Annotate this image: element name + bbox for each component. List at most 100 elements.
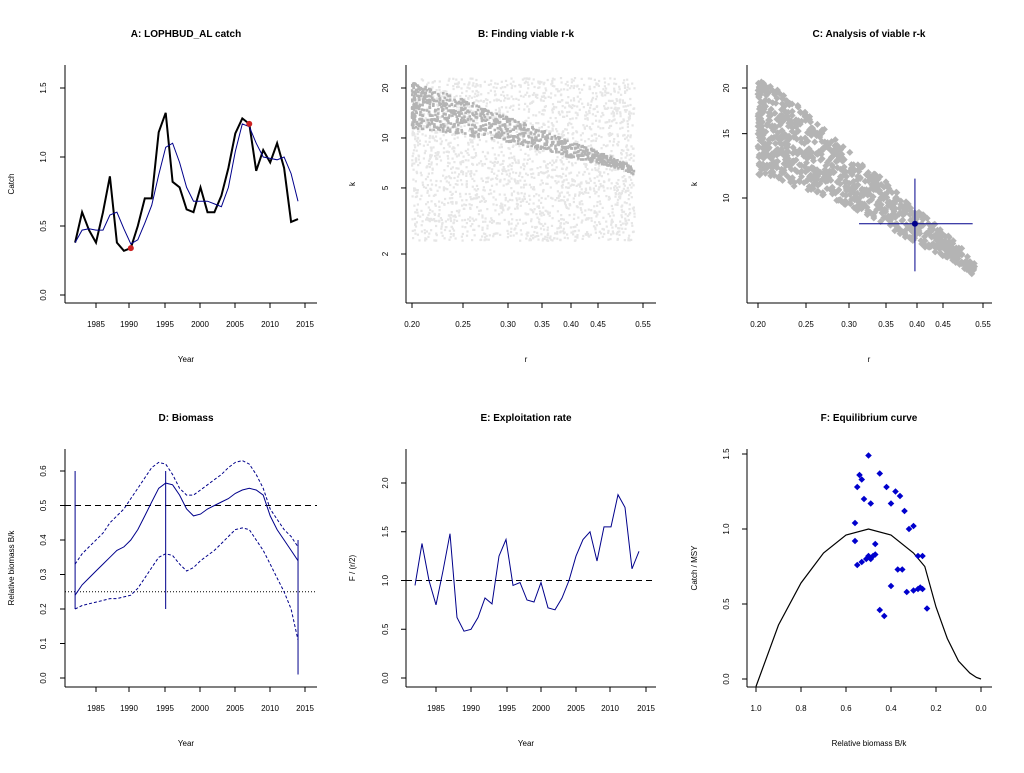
rk-cloud-point	[475, 218, 478, 221]
rk-cloud-point	[581, 219, 584, 222]
viable-rk-point	[541, 146, 544, 149]
rk-cloud-point	[473, 95, 476, 98]
rk-cloud-point	[554, 199, 557, 202]
rk-cloud-point	[581, 237, 584, 240]
rk-cloud-point	[607, 106, 610, 109]
rk-cloud-point	[505, 173, 508, 176]
rk-cloud-point	[610, 223, 613, 226]
rk-cloud-point	[497, 154, 500, 157]
viable-rk-point	[561, 152, 565, 155]
rk-cloud-point	[418, 90, 421, 93]
rk-cloud-point	[623, 239, 626, 242]
viable-rk-point	[432, 104, 435, 107]
x-tick-label: 0.20	[750, 320, 766, 329]
viable-rk-point	[556, 141, 560, 144]
viable-rk-point	[927, 232, 935, 240]
rk-cloud-point	[552, 161, 556, 164]
rk-cloud-point	[472, 219, 475, 222]
viable-rk-point	[491, 122, 495, 126]
rk-cloud-point	[431, 168, 434, 171]
viable-rk-point	[612, 157, 616, 161]
viable-rk-point	[463, 119, 466, 122]
rk-cloud-point	[429, 179, 432, 182]
rk-cloud-point	[493, 140, 496, 143]
viable-rk-point	[580, 152, 584, 155]
rk-cloud-point	[430, 229, 433, 232]
viable-rk-point	[468, 115, 472, 118]
rk-cloud-point	[565, 206, 568, 209]
rk-cloud-point	[535, 114, 538, 117]
viable-rk-point	[443, 124, 446, 128]
rk-cloud-point	[587, 217, 590, 220]
viable-rk-point	[430, 120, 434, 123]
viable-rk-point	[471, 130, 475, 133]
rk-cloud-point	[442, 189, 446, 192]
rk-cloud-point	[517, 192, 520, 195]
viable-rk-point	[417, 85, 420, 89]
rk-cloud-point	[588, 177, 592, 180]
viable-rk-point	[537, 134, 540, 137]
rk-cloud-point	[451, 166, 454, 169]
rk-cloud-point	[489, 160, 492, 163]
rk-cloud-point	[448, 238, 451, 241]
rk-cloud-point	[550, 224, 554, 227]
rk-cloud-point	[585, 217, 588, 220]
rk-cloud-point	[436, 153, 440, 156]
rk-cloud-point	[518, 174, 521, 177]
rk-cloud-point	[620, 149, 623, 152]
rk-cloud-point	[553, 78, 556, 81]
rk-cloud-point	[473, 197, 476, 200]
rk-cloud-point	[626, 120, 629, 123]
rk-cloud-point	[594, 114, 597, 117]
rk-cloud-point	[553, 168, 557, 171]
rk-cloud-point	[549, 130, 552, 133]
viable-rk-point	[601, 159, 604, 163]
rk-cloud-point	[526, 173, 529, 177]
rk-cloud-point	[497, 222, 500, 225]
viable-rk-point	[448, 114, 451, 117]
viable-rk-point	[456, 127, 460, 131]
viable-rk-point	[481, 112, 485, 116]
rk-cloud-point	[525, 213, 528, 216]
viable-rk-point	[860, 200, 868, 208]
viable-rk-point	[427, 98, 431, 102]
viable-rk-point	[812, 150, 820, 158]
rk-cloud-point	[413, 204, 416, 207]
catch-biomass-point	[883, 483, 890, 491]
rk-cloud-point	[444, 122, 447, 125]
rk-cloud-point	[451, 157, 454, 160]
viable-rk-point	[810, 164, 818, 172]
viable-rk-point	[615, 164, 619, 168]
rk-cloud-point	[551, 123, 554, 126]
viable-rk-point	[599, 157, 603, 160]
viable-rk-point	[761, 141, 769, 149]
viable-rk-point	[412, 83, 415, 86]
rk-cloud-point	[582, 234, 585, 238]
viable-rk-point	[526, 129, 529, 132]
rk-cloud-point	[425, 166, 428, 169]
rk-cloud-point	[490, 219, 494, 222]
rk-cloud-point	[598, 210, 601, 213]
rk-cloud-point	[585, 124, 588, 127]
catch-biomass-point	[896, 492, 904, 500]
viable-rk-point	[804, 186, 812, 194]
rk-cloud-point	[448, 145, 451, 148]
rk-cloud-point	[518, 218, 521, 221]
rk-cloud-point	[624, 105, 627, 108]
viable-rk-point	[530, 139, 534, 142]
viable-rk-point	[462, 98, 465, 102]
rk-cloud-point	[530, 218, 533, 221]
rk-cloud-point	[527, 116, 530, 119]
viable-rk-point	[817, 156, 825, 164]
rk-cloud-point	[487, 124, 490, 127]
viable-rk-point	[777, 117, 785, 125]
catch-biomass-point	[871, 540, 879, 548]
rk-cloud-point	[471, 84, 474, 87]
rk-cloud-point	[633, 215, 636, 218]
catch-biomass-point	[887, 582, 895, 590]
viable-rk-point	[447, 94, 451, 98]
rk-cloud-point	[542, 149, 545, 152]
rk-cloud-point	[609, 154, 612, 157]
rk-cloud-point	[545, 171, 548, 174]
rk-cloud-point	[555, 166, 558, 169]
